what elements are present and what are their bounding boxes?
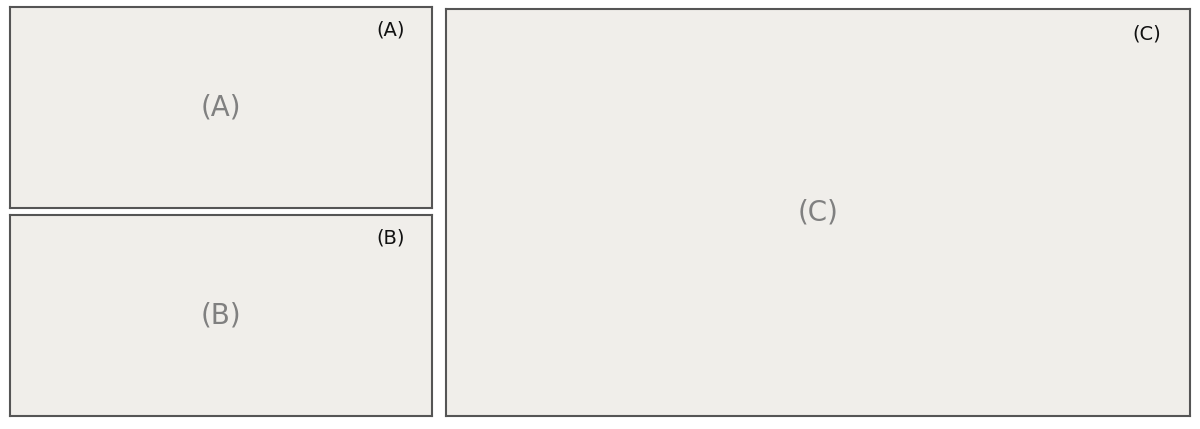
Text: (B): (B)	[200, 302, 241, 330]
Text: (B): (B)	[376, 228, 404, 248]
Text: (A): (A)	[376, 20, 404, 39]
Text: (C): (C)	[798, 198, 839, 227]
Text: (C): (C)	[1132, 25, 1160, 44]
Text: (A): (A)	[200, 94, 241, 122]
